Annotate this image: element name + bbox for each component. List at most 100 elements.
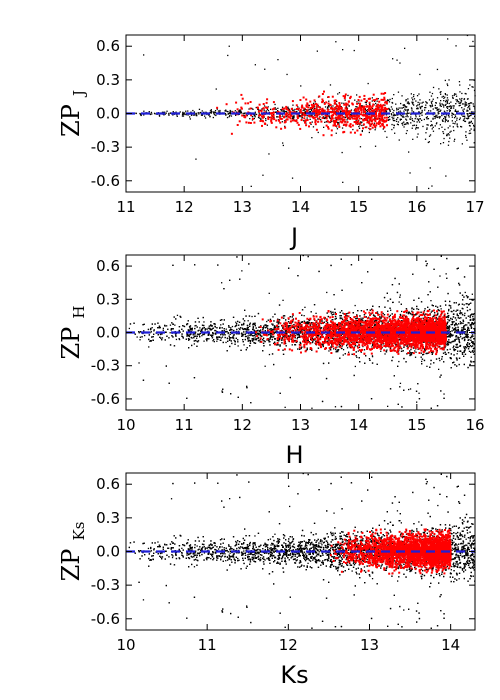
data-point <box>469 132 472 134</box>
data-point <box>282 110 284 112</box>
data-point <box>342 312 344 314</box>
data-point <box>208 325 210 327</box>
data-point <box>469 102 471 105</box>
selected-data-point <box>291 119 294 122</box>
selected-data-point <box>371 105 374 108</box>
data-point <box>296 110 298 113</box>
data-point <box>416 95 419 97</box>
data-point <box>418 104 420 106</box>
data-point <box>262 114 264 116</box>
data-point <box>415 126 417 129</box>
data-point <box>444 116 446 118</box>
data-point <box>399 114 402 116</box>
data-point <box>393 124 395 127</box>
data-point <box>332 105 334 107</box>
data-point <box>443 117 445 120</box>
data-point <box>444 128 446 131</box>
data-point <box>254 111 256 113</box>
selected-data-point <box>289 113 292 116</box>
selected-data-point <box>238 120 241 123</box>
data-point <box>257 108 259 110</box>
data-point <box>374 129 376 131</box>
data-point <box>168 114 170 116</box>
data-point <box>405 99 407 101</box>
data-point <box>448 310 450 312</box>
data-point <box>401 107 404 109</box>
data-point <box>391 108 393 110</box>
data-point <box>266 124 268 126</box>
data-point <box>465 102 467 104</box>
data-point <box>410 116 412 118</box>
selected-data-point <box>313 109 316 111</box>
selected-data-point <box>337 105 340 108</box>
data-point <box>463 355 465 357</box>
selected-data-point <box>352 115 354 118</box>
data-point <box>228 45 230 47</box>
data-point <box>243 113 246 115</box>
data-point <box>360 118 363 120</box>
data-point <box>308 104 310 107</box>
data-point <box>460 336 462 338</box>
selected-data-point <box>329 104 332 107</box>
selected-data-point <box>247 121 250 124</box>
data-point <box>412 138 414 140</box>
selected-data-point <box>299 127 302 130</box>
data-point <box>175 111 177 113</box>
selected-data-point <box>375 114 378 117</box>
selected-data-point <box>326 110 329 113</box>
data-point <box>338 122 340 124</box>
data-point <box>208 338 210 340</box>
data-point <box>213 113 215 115</box>
data-point <box>407 98 409 100</box>
data-point <box>405 106 407 108</box>
selected-data-point <box>295 104 298 107</box>
data-point <box>403 110 405 112</box>
data-point <box>154 113 156 115</box>
data-point <box>473 124 475 126</box>
selected-data-point <box>315 109 318 112</box>
data-point <box>412 99 414 101</box>
selected-data-point <box>315 105 318 108</box>
selected-data-point <box>354 131 356 134</box>
data-point <box>432 98 434 100</box>
data-point <box>336 100 338 103</box>
data-point <box>459 117 461 119</box>
selected-data-point <box>357 120 360 123</box>
data-point <box>402 122 404 124</box>
data-point <box>216 108 218 110</box>
data-point <box>456 123 458 125</box>
data-point <box>335 111 337 113</box>
data-point <box>255 113 258 116</box>
data-point <box>411 110 413 112</box>
data-point <box>462 109 464 111</box>
data-point <box>214 111 216 113</box>
selected-data-point <box>257 107 259 110</box>
selected-data-point <box>270 112 273 115</box>
data-point <box>299 116 301 118</box>
selected-data-point <box>353 117 356 120</box>
data-point <box>407 108 409 111</box>
selected-data-point <box>310 103 313 106</box>
data-point <box>270 108 272 110</box>
data-point <box>408 388 410 391</box>
data-point <box>291 177 294 179</box>
selected-data-point <box>314 119 317 122</box>
y-axis-label-subscript-j: J <box>70 90 88 98</box>
data-point <box>454 109 457 111</box>
data-point <box>450 101 452 103</box>
data-point <box>432 108 434 110</box>
data-point <box>416 105 418 107</box>
data-point <box>410 107 413 109</box>
selected-data-point <box>245 121 248 124</box>
data-point <box>463 304 465 306</box>
selected-data-point <box>334 121 337 123</box>
selected-data-point <box>265 106 267 109</box>
data-point <box>143 54 145 56</box>
data-point <box>244 112 246 114</box>
data-point <box>174 324 176 326</box>
data-point <box>429 167 431 169</box>
selected-data-point <box>287 109 290 112</box>
data-point <box>246 115 248 117</box>
data-point <box>389 110 391 112</box>
selected-data-point <box>318 117 321 120</box>
